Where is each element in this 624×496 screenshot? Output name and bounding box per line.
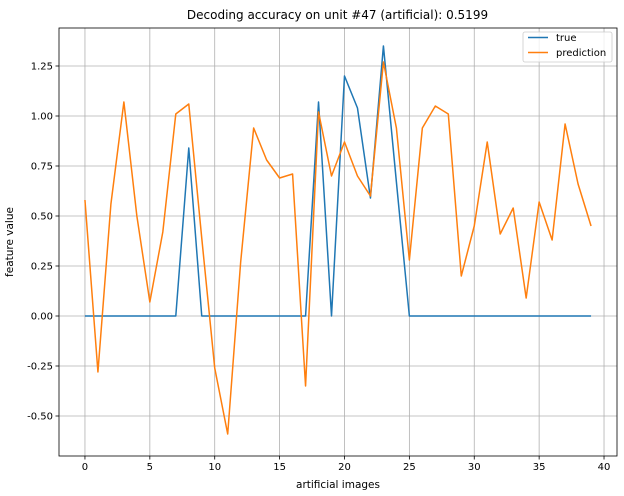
series-line-true [84, 45, 592, 317]
chart-title: Decoding accuracy on unit #47 (artificia… [187, 8, 488, 22]
legend: true prediction [522, 31, 613, 63]
x-axis-label: artificial images [296, 479, 380, 491]
x-tick-label: 35 [533, 462, 546, 473]
x-tick-label: 15 [273, 462, 286, 473]
x-tick-label: 10 [208, 462, 221, 473]
legend-box [522, 31, 613, 63]
axis-ticks: 0 5 10 15 20 25 30 35 40 -0.50 -0.25 0.00 0.25 0.50 0.… [27, 62, 610, 474]
x-tick-label: 30 [468, 462, 481, 473]
y-tick-label: 0.25 [31, 262, 53, 273]
y-tick-label: 1.00 [31, 112, 53, 123]
y-tick-label: 1.25 [31, 62, 53, 73]
y-tick-label: -0.25 [27, 362, 53, 373]
x-tick-label: 0 [82, 462, 88, 473]
legend-label: prediction [556, 48, 606, 59]
x-tick-label: 40 [598, 462, 611, 473]
x-tick-label: 5 [147, 462, 153, 473]
y-tick-label: -0.50 [27, 412, 53, 423]
series-line-prediction [84, 61, 592, 435]
legend-label: true [556, 33, 577, 44]
y-tick-label: 0.75 [31, 162, 53, 173]
series-group [84, 45, 592, 435]
y-tick-label: 0.50 [31, 212, 53, 223]
grid [59, 28, 617, 456]
x-tick-label: 20 [338, 462, 351, 473]
y-axis-label: feature value [4, 207, 16, 277]
x-tick-label: 25 [403, 462, 416, 473]
y-tick-label: 0.00 [31, 312, 53, 323]
plot-frame [58, 27, 618, 457]
